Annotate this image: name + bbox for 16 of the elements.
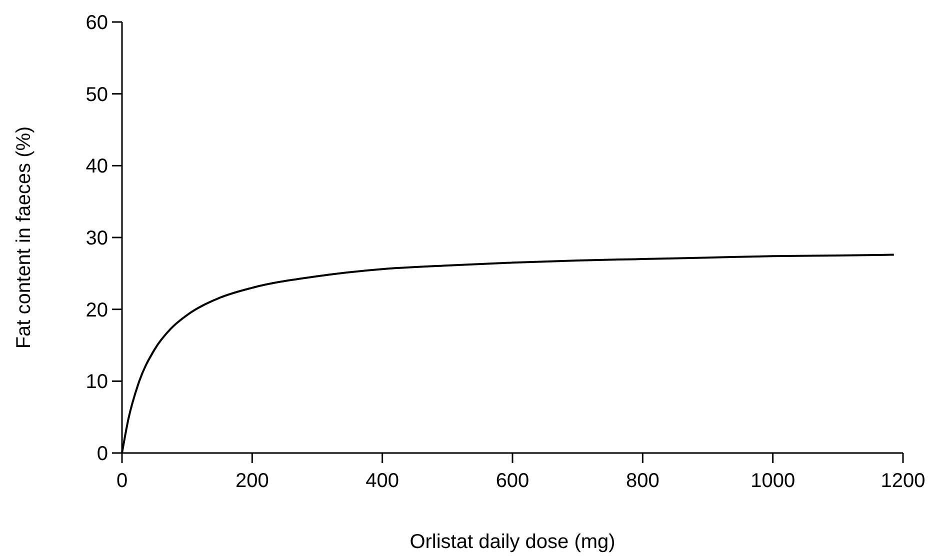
y-tick-label: 20 xyxy=(86,299,108,322)
x-tick-label: 800 xyxy=(626,470,660,492)
y-tick-label: 10 xyxy=(86,371,108,394)
x-tick-label: 1000 xyxy=(750,470,796,492)
x-tick-label: 400 xyxy=(366,470,400,492)
x-tick-label: 1200 xyxy=(880,470,926,492)
y-tick-label: 60 xyxy=(86,12,108,34)
y-axis-title: Fat content in faeces (%) xyxy=(13,126,35,349)
y-tick-label: 0 xyxy=(96,443,108,465)
x-axis-title: Orlistat daily dose (mg) xyxy=(410,531,616,553)
y-tick-label: 30 xyxy=(86,228,108,250)
x-tick-label: 600 xyxy=(496,470,530,492)
x-tick-label: 0 xyxy=(116,470,128,492)
x-tick-label: 200 xyxy=(235,470,269,492)
y-tick-label: 40 xyxy=(86,156,108,178)
y-tick-label: 50 xyxy=(86,84,108,106)
